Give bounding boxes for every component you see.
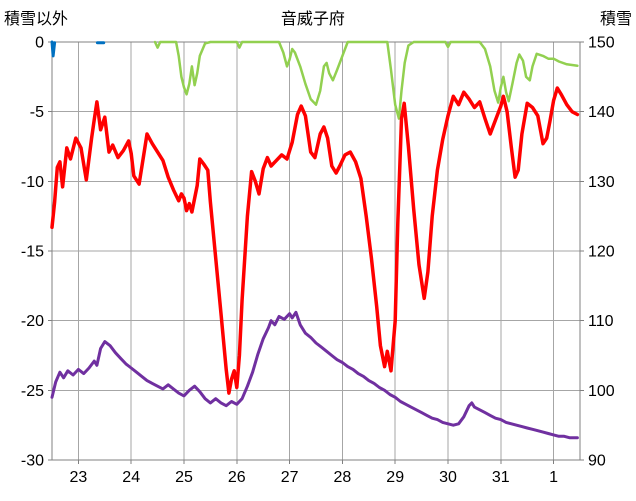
- x-axis-label: 30: [439, 469, 457, 486]
- y-axis-left-label: -30: [21, 453, 44, 470]
- y-axis-left-label: -5: [30, 104, 44, 121]
- y-axis-left-label: -25: [21, 383, 44, 400]
- left-axis-title: 積雪以外: [4, 11, 69, 28]
- right-axis-title: 積雪: [599, 11, 632, 28]
- x-axis-label: 24: [122, 469, 140, 486]
- x-axis-label: 26: [228, 469, 246, 486]
- y-axis-right-label: 100: [588, 383, 615, 400]
- x-axis-label: 28: [334, 469, 352, 486]
- series-snow-depth-green: [153, 40, 579, 120]
- x-axis-labels: 23 24 25 26 27 28 29 30 31 1: [70, 469, 559, 486]
- y-axis-right-label: 140: [588, 104, 615, 121]
- x-axis-label: 31: [492, 469, 510, 486]
- y-axis-right-label: 90: [588, 453, 606, 470]
- y-axis-right-label: 150: [588, 35, 615, 52]
- series-temperature-red: [50, 86, 580, 395]
- x-axis-label: 23: [70, 469, 88, 486]
- series-temperature-purple: [50, 310, 579, 440]
- x-axis-label: 1: [549, 469, 558, 486]
- y-axis-left-label: 0: [35, 35, 44, 52]
- y-axis-left-label: -15: [21, 244, 44, 261]
- gridlines-vertical: [77, 42, 555, 464]
- y-axis-left-label: -20: [21, 313, 44, 330]
- y-axis-right-labels: 150 140 130 120 110 100 90: [588, 35, 615, 470]
- x-axis-label: 25: [175, 469, 193, 486]
- y-axis-left-label: -10: [21, 174, 44, 191]
- series-snow-depth-blue-marks: [50, 40, 57, 58]
- y-axis-left-labels: 0 -5 -10 -15 -20 -25 -30: [21, 35, 44, 470]
- plot-border: [51, 41, 581, 461]
- y-axis-right-label: 130: [588, 174, 615, 191]
- x-axis-label: 27: [281, 469, 299, 486]
- x-axis-label: 29: [386, 469, 404, 486]
- chart-title: 音威子府: [280, 11, 345, 28]
- y-axis-right-label: 120: [588, 244, 615, 261]
- y-axis-right-label: 110: [588, 313, 614, 330]
